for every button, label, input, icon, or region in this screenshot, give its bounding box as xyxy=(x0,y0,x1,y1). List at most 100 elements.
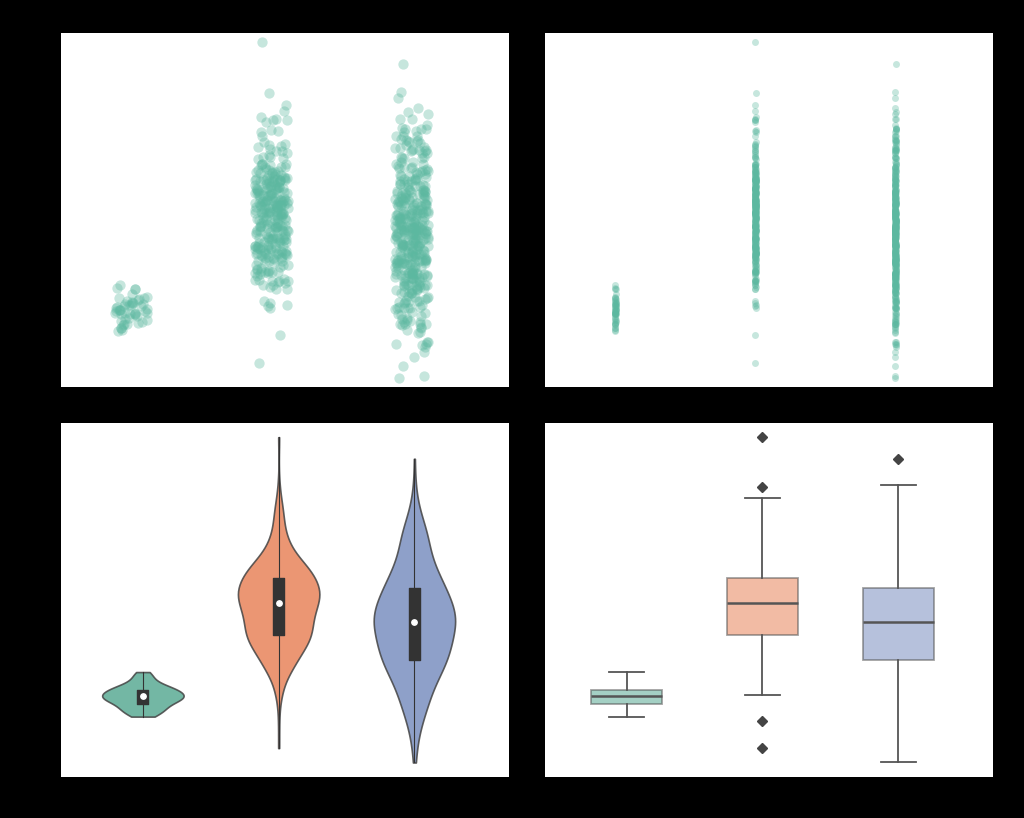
Point xyxy=(247,178,263,191)
Point xyxy=(261,143,278,156)
Point xyxy=(256,236,272,249)
Point xyxy=(887,129,903,142)
Point xyxy=(746,198,763,211)
Point xyxy=(137,304,154,317)
Point xyxy=(607,291,624,304)
Point xyxy=(606,317,623,330)
Point xyxy=(266,213,283,227)
Point xyxy=(887,190,903,203)
Point xyxy=(887,272,903,285)
Point xyxy=(746,182,763,195)
Point xyxy=(250,254,266,267)
Point xyxy=(400,214,417,227)
Point xyxy=(888,219,904,232)
Point xyxy=(264,201,281,214)
Point xyxy=(393,308,410,321)
Point xyxy=(400,134,417,147)
Point xyxy=(262,151,279,164)
Point xyxy=(887,256,903,269)
Point xyxy=(279,146,295,160)
Point xyxy=(270,274,287,287)
Point xyxy=(111,291,127,304)
Point xyxy=(748,221,764,234)
Point xyxy=(748,237,764,250)
Point xyxy=(413,321,429,334)
Point xyxy=(268,247,285,260)
Point xyxy=(389,196,406,209)
Point xyxy=(887,280,903,293)
Point xyxy=(400,295,417,308)
Point xyxy=(410,283,426,296)
Point xyxy=(408,173,424,187)
Point xyxy=(606,296,623,309)
Point xyxy=(268,198,285,211)
Point xyxy=(888,245,904,258)
Point xyxy=(268,200,285,213)
Point xyxy=(746,144,763,157)
Point xyxy=(400,222,417,235)
Point xyxy=(746,225,763,238)
Point xyxy=(412,165,428,178)
Point xyxy=(748,193,764,206)
Point xyxy=(404,263,421,276)
Point xyxy=(888,123,904,136)
Point xyxy=(887,209,903,222)
Point xyxy=(254,35,270,48)
Point xyxy=(746,160,763,173)
Point xyxy=(746,236,763,249)
Point xyxy=(888,215,904,228)
Point xyxy=(748,125,764,138)
Point xyxy=(888,194,904,207)
Point xyxy=(748,217,764,230)
Point xyxy=(249,270,265,283)
Point xyxy=(404,266,421,279)
Point xyxy=(402,145,419,158)
Point xyxy=(124,288,140,301)
Point xyxy=(275,225,292,238)
Point xyxy=(746,181,763,194)
Point xyxy=(397,244,414,257)
Point xyxy=(415,207,431,220)
Point xyxy=(388,246,404,259)
Point xyxy=(748,357,764,370)
Point xyxy=(267,182,284,196)
Point xyxy=(394,219,411,232)
Point xyxy=(259,193,275,206)
Point xyxy=(254,157,270,170)
Point xyxy=(887,286,903,299)
Point xyxy=(387,271,403,284)
Point xyxy=(746,300,763,313)
Point xyxy=(403,240,420,253)
Point xyxy=(887,221,903,234)
Point xyxy=(748,273,764,286)
Point xyxy=(272,218,289,231)
Point xyxy=(264,231,281,245)
Point xyxy=(887,194,903,207)
Point xyxy=(414,270,430,283)
Point xyxy=(273,209,290,222)
Point xyxy=(888,106,904,119)
Point xyxy=(124,296,140,309)
Point xyxy=(415,158,431,171)
Point xyxy=(887,186,903,199)
Point xyxy=(888,337,904,350)
Point xyxy=(887,220,903,233)
Point xyxy=(388,301,404,314)
Point xyxy=(266,165,283,178)
Point xyxy=(887,196,903,209)
Point xyxy=(746,231,763,245)
Point xyxy=(256,247,272,260)
Point xyxy=(389,227,406,240)
Point xyxy=(392,142,409,155)
Point xyxy=(746,234,763,247)
Point xyxy=(406,199,422,212)
Point xyxy=(256,136,272,149)
Point xyxy=(888,228,904,241)
Point xyxy=(280,187,296,200)
Point xyxy=(887,231,903,245)
Point xyxy=(248,173,264,186)
Point xyxy=(887,141,903,154)
Point xyxy=(746,204,763,218)
Point xyxy=(414,202,430,215)
Point xyxy=(420,204,436,217)
